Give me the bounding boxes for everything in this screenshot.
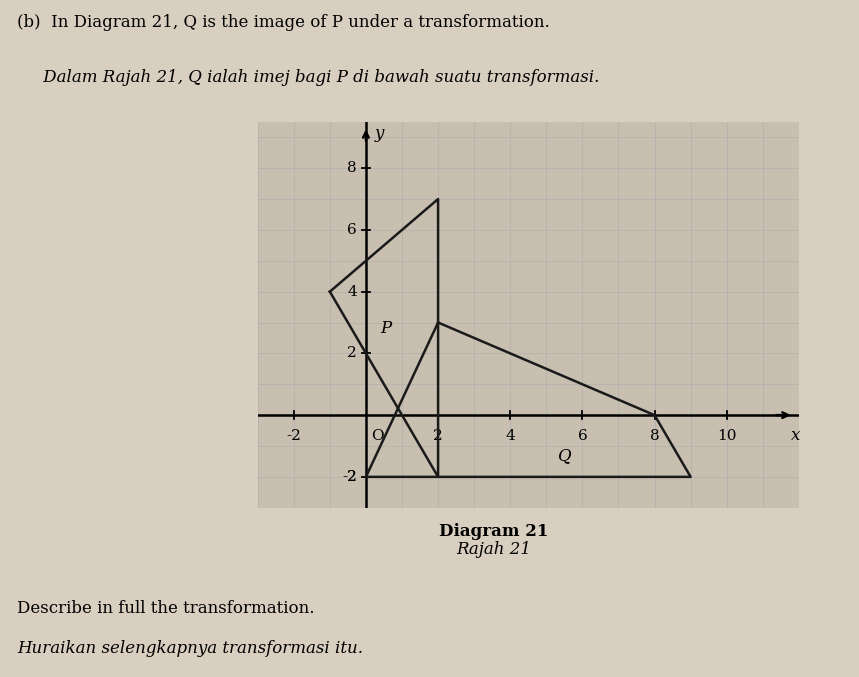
Text: (b)  In Diagram 21, Q is the image of P under a transformation.: (b) In Diagram 21, Q is the image of P u… (17, 14, 550, 30)
Text: 8: 8 (649, 429, 660, 443)
Text: 10: 10 (717, 429, 736, 443)
Text: -2: -2 (342, 470, 357, 484)
Text: Dalam Rajah 21, Q ialah imej bagi P di bawah suatu transformasi.: Dalam Rajah 21, Q ialah imej bagi P di b… (17, 68, 600, 85)
Text: 6: 6 (577, 429, 588, 443)
Text: 4: 4 (347, 284, 357, 299)
Text: Describe in full the transformation.: Describe in full the transformation. (17, 600, 314, 617)
Text: Q: Q (557, 447, 571, 464)
Text: y: y (375, 125, 384, 142)
Text: 2: 2 (347, 347, 357, 360)
Text: 2: 2 (433, 429, 443, 443)
Text: Diagram 21: Diagram 21 (439, 523, 549, 540)
Text: 8: 8 (347, 161, 357, 175)
Text: Rajah 21: Rajah 21 (456, 541, 532, 559)
Text: O: O (371, 429, 384, 443)
Text: -2: -2 (286, 429, 302, 443)
Text: 6: 6 (347, 223, 357, 237)
Text: x: x (790, 427, 800, 445)
Text: Huraikan selengkapnya transformasi itu.: Huraikan selengkapnya transformasi itu. (17, 640, 363, 657)
Text: P: P (381, 320, 392, 337)
Text: 4: 4 (505, 429, 515, 443)
Text: 2: 2 (347, 470, 357, 484)
